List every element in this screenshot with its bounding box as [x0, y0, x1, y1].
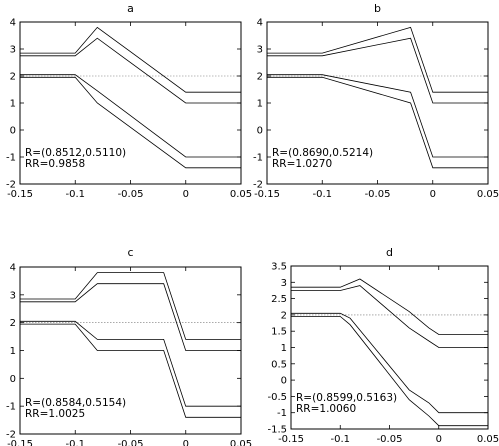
- panel-b-x-tick-label: -0.05: [365, 189, 391, 200]
- panel-d-series-2: [291, 285, 488, 348]
- panel-c-x-tick-label: -0.15: [7, 439, 33, 446]
- panel-c-y-tick-label: -2: [6, 430, 16, 441]
- panel-d-x-tick-label: -0.1: [330, 434, 350, 445]
- panel-a-series-3: [20, 74, 241, 158]
- panel-b-x-tick-label: -0.1: [312, 189, 332, 200]
- panel-b-x-tick-label: -0.15: [254, 189, 280, 200]
- panel-a-y-tick-label: 2: [10, 72, 16, 83]
- panel-a-x-tick-label: -0.15: [7, 189, 33, 200]
- panel-c-y-tick-label: 4: [10, 263, 16, 274]
- panel-d: d -0.15 -0.1 -0.05 0 0.05 -1.5 -1 -0.5 0 0.5 1 1.5 2 2…: [267, 246, 499, 445]
- panel-d-x-tick-label: 0: [436, 434, 442, 445]
- panel-d-series-1: [291, 278, 488, 335]
- panel-d-y-tick-label: -0.5: [267, 392, 287, 403]
- panel-b-y-tick-label: 0: [257, 126, 263, 137]
- panel-a-series-2: [20, 37, 241, 104]
- panel-c-title: c: [127, 246, 133, 259]
- panel-c-x-tick-label: -0.05: [118, 439, 144, 446]
- panel-d-y-tick-label: 3.5: [271, 262, 287, 273]
- panel-c-y-tick-label: -1: [6, 402, 16, 413]
- panel-a-x-tick-label: -0.1: [65, 189, 85, 200]
- panel-b-y-tick-label: 1: [257, 99, 263, 110]
- panel-a-series-4: [20, 76, 241, 169]
- panel-d-y-tick-label: -1: [277, 408, 287, 419]
- panel-b-y-tick-label: -1: [253, 153, 263, 164]
- panel-c: c -0.15 -0.1 -0.05 0 0.05 -2 -1 0 1 2 3 4 R=(0.8584,0…: [6, 246, 252, 446]
- panel-a-y-tick-label: 3: [10, 45, 16, 56]
- panel-d-y-tick-label: 2.5: [271, 294, 287, 305]
- panel-d-series-3: [291, 312, 488, 414]
- panel-d-y-tick-label: 3: [281, 278, 287, 289]
- panel-c-series-1: [20, 272, 241, 340]
- panel-c-y-tick-label: 2: [10, 318, 16, 329]
- panel-a-y-tick-label: -2: [6, 180, 16, 191]
- panel-b-x-tick-label: 0: [430, 189, 436, 200]
- panel-a-annotation-1: R=(0.8512,0.5110): [25, 147, 126, 159]
- panel-b-title: b: [374, 2, 381, 15]
- panel-a-y-tick-label: 1: [10, 99, 16, 110]
- panel-b-y-tick-label: 3: [257, 45, 263, 56]
- panel-b-x-tick-label: 0.05: [477, 189, 499, 200]
- panel-a: a -0.15 -0.1 -0.05 0 0.05 -2 -1 0 1 2 3 4 R=(0.8512,0…: [6, 2, 252, 200]
- panel-d-y-tick-label: -1.5: [267, 425, 287, 436]
- panel-c-series-2: [20, 283, 241, 351]
- panel-c-series-4: [20, 323, 241, 418]
- panel-a-title: a: [127, 2, 134, 15]
- panel-a-x-tick-label: 0.05: [230, 189, 252, 200]
- panel-d-y-tick-label: 1.5: [271, 327, 287, 338]
- panel-d-title: d: [386, 246, 393, 259]
- panel-d-y-tick-label: 0.5: [271, 359, 287, 370]
- panel-b-series-1: [267, 26, 488, 93]
- panel-c-series-3: [20, 320, 241, 407]
- panel-c-x-tick-label: -0.1: [65, 439, 85, 446]
- panel-a-series-1: [20, 26, 241, 93]
- panel-b-series-2: [267, 37, 488, 104]
- panel-a-annotation-2: RR=0.9858: [25, 158, 85, 170]
- panel-a-y-tick-label: -1: [6, 153, 16, 164]
- panel-d-x-tick-label: 0.05: [477, 434, 499, 445]
- panel-d-annotation-2: RR=1.0060: [296, 403, 356, 415]
- panel-d-y-tick-label: 2: [281, 310, 287, 321]
- panel-c-y-tick-label: 0: [10, 374, 16, 385]
- panel-c-y-tick-label: 3: [10, 290, 16, 301]
- panel-d-x-tick-label: -0.15: [278, 434, 304, 445]
- panel-d-y-tick-label: 0: [281, 376, 287, 387]
- panel-a-y-tick-label: 0: [10, 126, 16, 137]
- panel-d-y-tick-label: 1: [281, 343, 287, 354]
- panel-b: b -0.15 -0.1 -0.05 0 0.05 -2 -1 0 1 2 3 4 R=(0.8690,0…: [253, 2, 499, 200]
- panel-d-x-tick-label: -0.05: [377, 434, 403, 445]
- panel-b-y-tick-label: 2: [257, 72, 263, 83]
- panel-c-y-tick-label: 1: [10, 346, 16, 357]
- panel-c-x-tick-label: 0: [183, 439, 189, 446]
- panel-b-annotation-2: RR=1.0270: [272, 158, 332, 170]
- panel-a-x-tick-label: 0: [183, 189, 189, 200]
- panel-b-series-3: [267, 74, 488, 158]
- panel-c-x-tick-label: 0.05: [230, 439, 252, 446]
- panel-a-y-tick-label: 4: [10, 18, 16, 29]
- panel-c-annotation-1: R=(0.8584,0.5154): [25, 397, 126, 409]
- panel-b-y-tick-label: 4: [257, 18, 263, 29]
- panel-d-annotation-1: R=(0.8599,0.5163): [296, 392, 397, 404]
- panel-b-annotation-1: R=(0.8690,0.5214): [272, 147, 373, 159]
- panel-b-y-tick-label: -2: [253, 180, 263, 191]
- panel-c-annotation-2: RR=1.0025: [25, 408, 85, 420]
- panel-a-x-tick-label: -0.05: [118, 189, 144, 200]
- panel-b-series-4: [267, 76, 488, 169]
